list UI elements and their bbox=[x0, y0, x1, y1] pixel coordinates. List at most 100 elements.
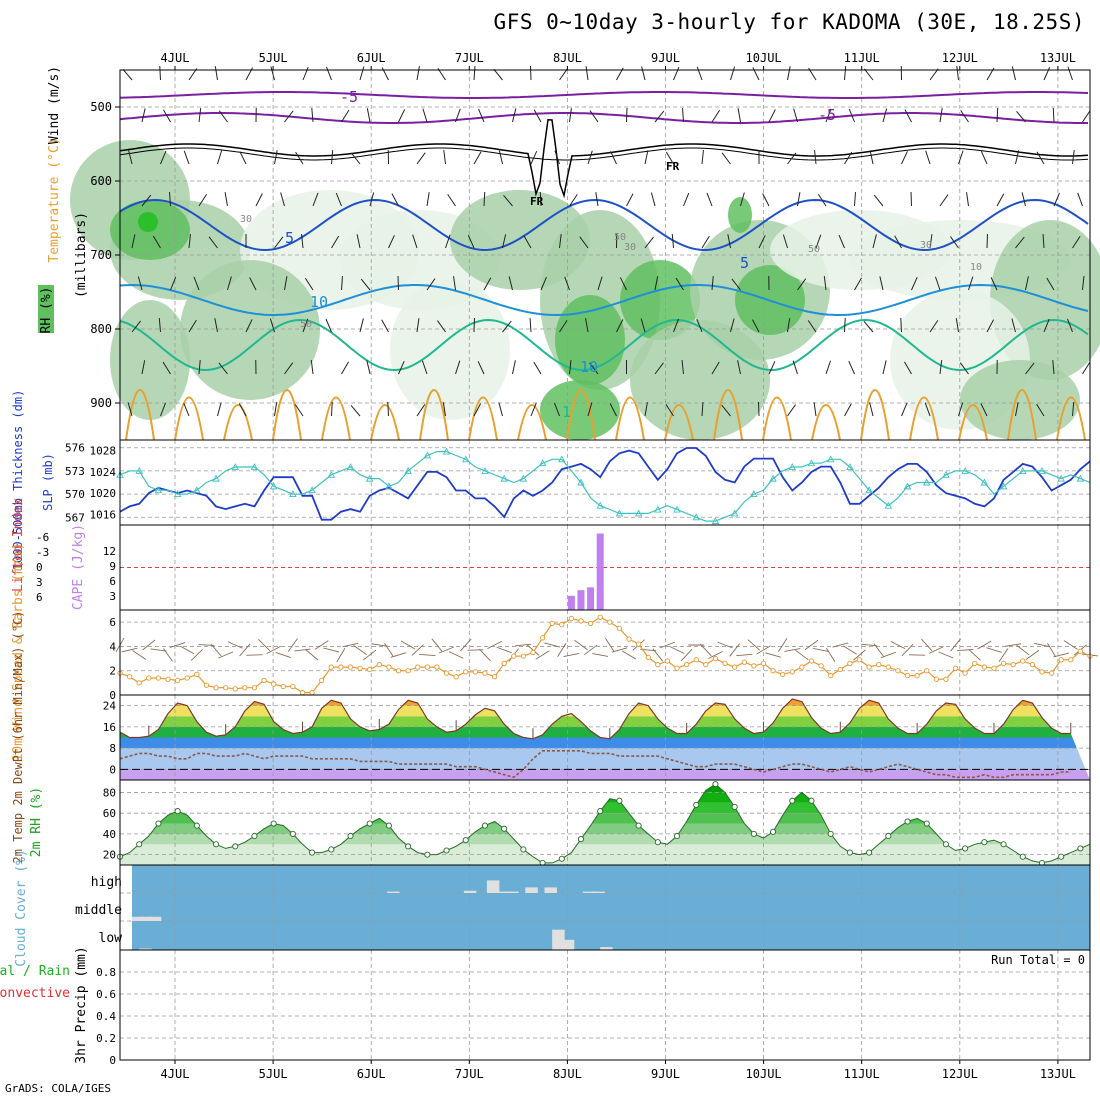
wind-barb bbox=[1021, 192, 1026, 207]
wind-barb bbox=[619, 277, 627, 291]
cape-tick-label: 9 bbox=[109, 560, 116, 573]
wind10m-point bbox=[732, 664, 738, 670]
wind10m-point bbox=[828, 672, 834, 679]
wind-barb bbox=[438, 646, 455, 654]
rh-shading bbox=[110, 300, 190, 420]
wind-barb bbox=[255, 193, 263, 207]
rh-point bbox=[251, 832, 258, 840]
thickness-point bbox=[577, 478, 585, 486]
wind-barb bbox=[592, 653, 609, 657]
wind-barb bbox=[795, 649, 809, 661]
wind-barb bbox=[387, 401, 389, 417]
thickness-point bbox=[999, 482, 1008, 490]
wind-barb bbox=[673, 66, 680, 81]
x-tick-label-bottom: 7JUL bbox=[455, 1067, 484, 1081]
thickness-point bbox=[423, 451, 432, 459]
wind-barb bbox=[873, 643, 884, 657]
wind-barb bbox=[740, 192, 745, 207]
wind-barb bbox=[751, 319, 760, 333]
wind-barb bbox=[711, 361, 720, 375]
wind-barb bbox=[238, 403, 247, 417]
wind-barb bbox=[341, 361, 349, 375]
wind10m-point bbox=[885, 664, 891, 670]
wind-barb bbox=[589, 362, 599, 375]
wind-barb bbox=[901, 151, 908, 165]
wind-barb bbox=[626, 193, 634, 207]
wind-barb bbox=[398, 109, 406, 123]
wind-barb bbox=[747, 639, 761, 651]
wind-barb bbox=[198, 193, 208, 207]
thickness-point bbox=[596, 501, 604, 509]
wind-barb bbox=[921, 638, 933, 652]
wind-barb bbox=[523, 235, 532, 249]
contour-label: 5 bbox=[740, 254, 749, 272]
rh-point bbox=[962, 845, 969, 852]
rh-point bbox=[1058, 853, 1065, 860]
wind-barb bbox=[1011, 66, 1016, 81]
wind-barb bbox=[863, 320, 874, 333]
wind-barb bbox=[934, 276, 941, 291]
wind-barb bbox=[141, 108, 146, 123]
rh-shading bbox=[138, 212, 158, 232]
wind-barb bbox=[269, 318, 275, 333]
x-tick-label-top: 12JUL bbox=[942, 51, 978, 65]
wind10m-point bbox=[501, 660, 507, 667]
wind-barb bbox=[270, 66, 275, 81]
wind10m-point bbox=[338, 664, 344, 670]
wind-barb bbox=[583, 644, 598, 656]
contour-5 bbox=[119, 198, 1089, 252]
x-tick-label-bottom: 4JUL bbox=[161, 1067, 190, 1081]
x-tick-label-bottom: 10JUL bbox=[746, 1067, 782, 1081]
rh-contour-label: 30 bbox=[920, 240, 932, 251]
wind-barb bbox=[673, 318, 679, 333]
wind10m-point bbox=[914, 672, 920, 679]
wind-barb bbox=[804, 639, 819, 651]
cloud-background bbox=[132, 865, 1090, 950]
rh-point bbox=[443, 847, 450, 854]
cloud-bar bbox=[552, 929, 565, 950]
wind-barb bbox=[419, 653, 436, 657]
wind-barb bbox=[706, 192, 713, 207]
ylabel-lifted-index: Lifted Index bbox=[11, 498, 26, 592]
rh-point bbox=[693, 801, 700, 808]
slp-tick-label: 1028 bbox=[90, 445, 117, 458]
thickness-point bbox=[1019, 466, 1027, 474]
wind-barb bbox=[814, 150, 817, 165]
wind-barb bbox=[968, 649, 981, 661]
wind10m-point bbox=[703, 661, 709, 668]
wind10m-point bbox=[482, 670, 488, 676]
wind10m-point bbox=[1010, 661, 1016, 668]
wind-barb bbox=[680, 648, 693, 662]
rh-tick-label: 60 bbox=[103, 807, 116, 820]
cloud-bar bbox=[506, 891, 519, 893]
thickness-point bbox=[481, 466, 489, 474]
cape-tick-label: 3 bbox=[109, 590, 116, 603]
wind10m-point bbox=[443, 670, 450, 676]
wind-barb bbox=[1072, 235, 1081, 249]
contour-20 bbox=[713, 389, 743, 441]
wind-barb bbox=[1052, 107, 1055, 123]
wind-barb bbox=[245, 67, 254, 81]
wind-barb bbox=[595, 192, 599, 207]
rh-point bbox=[942, 841, 949, 848]
cloud-bar bbox=[463, 890, 477, 893]
wind-barb bbox=[696, 66, 703, 81]
rh-point bbox=[558, 855, 565, 862]
wind10m-point bbox=[722, 660, 728, 667]
contour-20 bbox=[468, 396, 498, 441]
slp-tick-label: 1024 bbox=[90, 466, 117, 479]
wind-barb bbox=[665, 403, 674, 417]
wind-barb bbox=[911, 277, 918, 291]
wind10m-point bbox=[357, 665, 363, 671]
wind10m-point bbox=[395, 668, 402, 674]
wind10m-point bbox=[626, 636, 632, 642]
wind-barb bbox=[443, 150, 446, 165]
wind-barb bbox=[208, 236, 218, 249]
thickness-tick-label: 576 bbox=[65, 442, 85, 455]
wind10m-point bbox=[981, 664, 988, 670]
precip-tick-label: 0 bbox=[109, 1054, 116, 1067]
thickness-point bbox=[865, 486, 873, 494]
wind-barb bbox=[188, 319, 197, 333]
li-tick-label: 0 bbox=[36, 561, 43, 574]
